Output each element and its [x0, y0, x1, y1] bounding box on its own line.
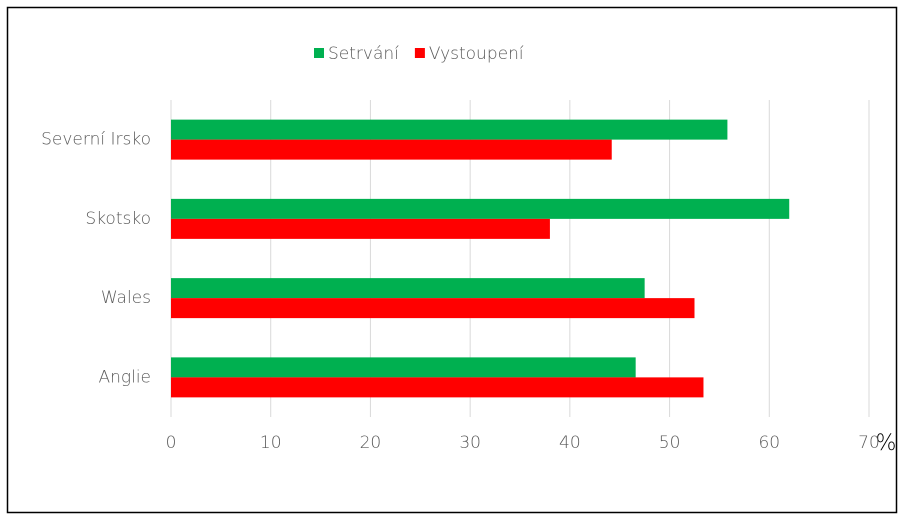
y-tick-label: Wales [101, 288, 151, 308]
x-tick-label: 50 [659, 433, 681, 453]
bar [171, 198, 790, 219]
bar [171, 278, 645, 299]
legend-label: Vystoupení [429, 44, 524, 64]
bar [171, 218, 550, 239]
legend-swatch [314, 48, 324, 58]
legend-label: Setrvání [328, 44, 399, 64]
x-tick-label: 70 [858, 433, 880, 453]
x-axis-label: % [876, 431, 897, 456]
x-tick-label: 0 [166, 433, 177, 453]
bar [171, 298, 695, 319]
bar [171, 377, 704, 398]
x-tick-label: 60 [758, 433, 780, 453]
x-tick-label: 10 [260, 433, 282, 453]
x-tick-label: 20 [360, 433, 382, 453]
y-tick-label: Severní Irsko [41, 130, 151, 150]
legend-swatch [414, 48, 425, 58]
x-tick-label: 40 [559, 433, 581, 453]
bar [171, 357, 636, 378]
bar [171, 119, 728, 140]
y-tick-label: Anglie [98, 367, 151, 387]
bar [171, 139, 612, 160]
chart-frame [6, 6, 898, 514]
x-tick-label: 30 [459, 433, 481, 453]
y-tick-label: Skotsko [85, 209, 151, 229]
